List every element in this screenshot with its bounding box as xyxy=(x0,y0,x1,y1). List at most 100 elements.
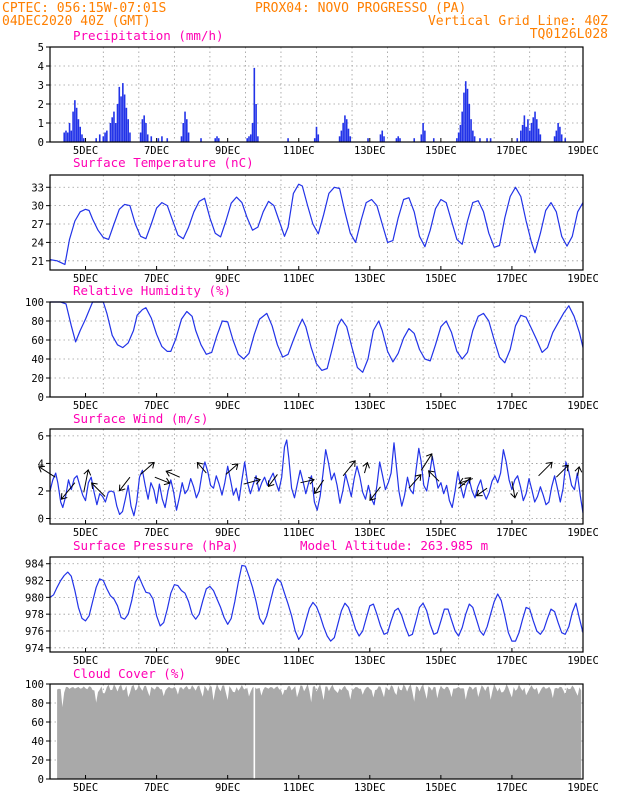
precip-bar xyxy=(150,136,153,142)
pressure-xtick-label: 19DEC xyxy=(567,655,599,667)
precip-bar xyxy=(381,130,384,142)
precip-bar xyxy=(313,138,316,142)
precip-bar xyxy=(200,138,202,142)
precip-bar xyxy=(521,124,524,142)
precip-bar xyxy=(539,134,542,142)
precip-bar xyxy=(537,128,540,142)
precip-bar xyxy=(98,134,101,142)
precip-bar xyxy=(77,119,80,142)
precip-bar xyxy=(344,115,346,142)
cloud-xtick-label: 13DEC xyxy=(354,782,386,794)
precip-bar xyxy=(559,126,561,142)
humidity-title: Relative Humidity (%) xyxy=(73,283,231,298)
wind-arrow xyxy=(408,474,422,489)
pressure-xtick-label: 11DEC xyxy=(283,655,315,667)
precip-bar xyxy=(399,138,401,142)
pressure-xtick-label: 15DEC xyxy=(425,655,457,667)
precip-bar xyxy=(125,107,128,142)
humidity-xtick-label: 11DEC xyxy=(283,400,315,412)
precip-bar xyxy=(68,123,71,142)
precip-ytick-label: 1 xyxy=(38,118,44,130)
precip-bar xyxy=(466,88,469,142)
precip-bar xyxy=(104,132,106,142)
precip-bar xyxy=(248,136,250,142)
precip-bar xyxy=(116,104,119,142)
precip-bar xyxy=(523,115,526,142)
wind-arrow xyxy=(369,486,381,502)
precip-bar xyxy=(182,123,185,142)
wind-arrow xyxy=(458,477,474,486)
wind-arrow xyxy=(427,470,440,482)
precip-bar xyxy=(456,138,458,142)
cloud-xtick-label: 5DEC xyxy=(73,782,98,794)
humidity-ytick-label: 0 xyxy=(38,392,44,404)
precip-bar xyxy=(122,83,124,142)
precip-bar xyxy=(123,94,126,142)
wind-ytick-label: 2 xyxy=(38,486,44,498)
precip-bar xyxy=(157,138,160,142)
cloud-xtick-label: 11DEC xyxy=(283,782,315,794)
precip-bar xyxy=(180,136,183,142)
precip-bar xyxy=(534,111,536,142)
precip-bar xyxy=(557,123,559,142)
cloud-xtick-label: 9DEC xyxy=(215,782,240,794)
precip-bar xyxy=(82,138,85,142)
precip-bar xyxy=(102,136,105,142)
precip-bar xyxy=(525,126,527,142)
precip-bar xyxy=(432,138,435,142)
precip-xtick-label: 19DEC xyxy=(567,145,599,157)
header-model-id: TQ0126L028 xyxy=(530,27,608,42)
wind-arrow xyxy=(510,481,518,499)
wind-arrow xyxy=(267,474,278,488)
cloud-ytick-label: 80 xyxy=(31,698,44,710)
precip-ytick-label: 3 xyxy=(38,80,44,92)
precip-bar xyxy=(129,132,131,142)
precip-ytick-label: 4 xyxy=(38,61,44,73)
precip-bar xyxy=(216,136,218,142)
pressure-ytick-label: 984 xyxy=(25,559,44,571)
header-run-time: 04DEC2020 40Z (GMT) xyxy=(2,14,151,29)
precip-bar xyxy=(422,123,424,142)
precip-bar xyxy=(249,134,252,142)
wind-ytick-label: 6 xyxy=(38,431,44,443)
precip-bar xyxy=(114,123,117,142)
precip-bar xyxy=(127,119,129,142)
precip-bar xyxy=(528,130,531,142)
pressure-ytick-label: 982 xyxy=(25,576,44,588)
wind-xtick-label: 19DEC xyxy=(567,527,599,539)
humidity-xtick-label: 17DEC xyxy=(496,400,528,412)
precip-bar xyxy=(74,100,76,142)
precip-xtick-label: 11DEC xyxy=(283,145,315,157)
wind-arrow xyxy=(420,453,433,471)
precip-bar xyxy=(383,136,385,142)
precip-bar xyxy=(317,134,320,142)
humidity-xtick-label: 19DEC xyxy=(567,400,599,412)
precip-xtick-label: 17DEC xyxy=(496,145,528,157)
precip-bar xyxy=(106,130,108,142)
precip-bar xyxy=(143,115,145,142)
cloud-xtick-label: 7DEC xyxy=(144,782,169,794)
cloud-ytick-label: 60 xyxy=(31,717,44,729)
wind-arrow xyxy=(574,465,583,476)
cloud-ytick-label: 0 xyxy=(38,774,44,786)
temp-xtick-label: 11DEC xyxy=(283,273,315,285)
precip-frame xyxy=(49,46,584,143)
precip-bar xyxy=(397,136,400,142)
precip-bar xyxy=(81,134,83,142)
precip-bar xyxy=(379,134,382,142)
precip-bar xyxy=(424,130,426,142)
pressure-xtick-label: 7DEC xyxy=(144,655,169,667)
precip-bar xyxy=(217,138,220,142)
precip-ytick-label: 5 xyxy=(38,42,44,54)
precip-bar xyxy=(461,111,463,142)
pressure-ytick-label: 980 xyxy=(25,592,44,604)
precip-bar xyxy=(315,126,318,142)
precip-bar xyxy=(470,119,472,142)
precip-bar xyxy=(75,107,78,142)
precip-bar xyxy=(553,136,556,142)
precip-xtick-label: 15DEC xyxy=(425,145,457,157)
humidity-ytick-label: 100 xyxy=(25,297,44,309)
precip-bar xyxy=(146,134,149,142)
wind-arrow xyxy=(154,476,171,486)
pressure-frame xyxy=(49,556,584,653)
